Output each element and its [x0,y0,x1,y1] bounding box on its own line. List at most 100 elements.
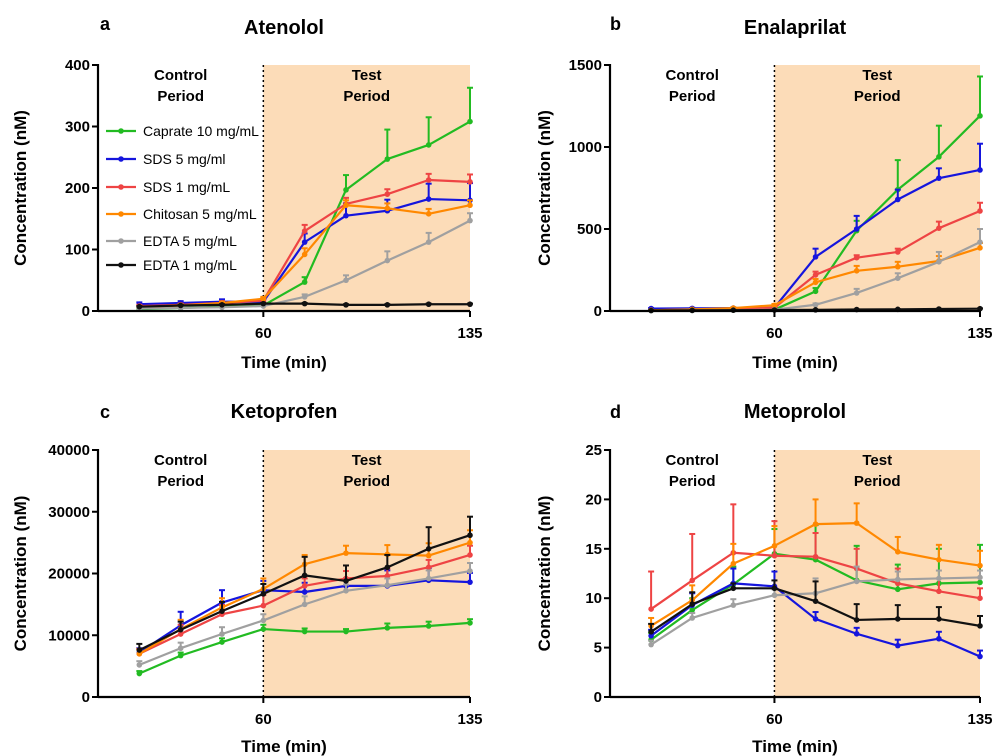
data-point [260,295,267,302]
y-tick-label: 5 [594,640,602,657]
data-point [177,626,184,633]
data-point [301,239,308,245]
legend-entry: SDS 1 mg/mL [143,179,230,195]
y-tick-label: 100 [65,242,90,259]
data-point [730,602,737,608]
legend-entry: Caprate 10 mg/mL [143,123,259,139]
data-point [977,562,983,569]
data-point [771,543,778,549]
data-point [812,272,819,278]
test-period-label: Period [854,473,901,490]
data-point [812,254,819,260]
data-point [894,616,901,622]
data-point [136,670,143,677]
y-axis-label: Concentration (nM) [11,496,30,652]
data-point [384,573,391,579]
data-point [894,275,901,282]
data-point [853,254,860,261]
control-period-label: Control [154,67,207,84]
y-tick-label: 10000 [48,627,90,644]
y-tick-label: 20 [585,491,602,508]
legend-swatch-marker [118,128,124,134]
data-point [301,601,308,608]
data-point [301,628,308,635]
data-point [467,301,473,308]
chart-title: Ketoprofen [231,401,338,423]
series-edta-1-mg-ml [136,515,473,653]
data-point [853,268,860,274]
data-point [343,578,349,584]
data-point [343,302,349,308]
y-tick-label: 0 [82,689,90,706]
data-point [936,588,942,595]
data-point [977,239,983,245]
data-point [177,631,184,637]
test-period-label: Period [343,473,390,490]
chart-title: Atenolol [244,17,324,39]
y-tick-label: 0 [82,303,90,320]
data-point [689,577,696,584]
data-point [853,630,860,637]
legend-entry: SDS 5 mg/ml [143,151,225,167]
x-tick-label: 60 [766,325,783,342]
data-point [467,118,473,125]
data-point [467,620,473,626]
data-point [301,279,308,285]
chart-panel-d: Control Period Test Period 0 5 10 15 20 25 60 135 Ti… [535,401,993,756]
data-point [425,177,432,183]
test-period-label: Period [854,88,901,105]
data-point [689,615,696,621]
y-axis-label: Concentration (nM) [11,110,30,266]
x-tick-label: 135 [457,711,482,728]
control-period-label: Period [157,473,204,490]
data-point [648,641,654,648]
data-point [977,245,983,251]
data-point [894,642,901,649]
data-point [425,239,432,245]
data-point [977,574,983,581]
control-period-label: Period [669,473,716,490]
data-point [648,632,654,639]
chart-title: Metoprolol [744,401,846,423]
x-axis-label: Time (min) [241,353,327,372]
data-point [343,212,349,219]
data-point [343,202,349,209]
data-point [384,205,391,212]
data-point [425,575,432,582]
control-period-label: Control [666,452,719,469]
data-point [136,303,143,310]
legend: Caprate 10 mg/mL SDS 5 mg/ml SDS 1 mg/mL Ch… [106,123,259,273]
control-period-label: Period [157,88,204,105]
legend-swatch-marker [118,262,124,268]
data-point [812,598,819,604]
data-point [853,520,860,526]
data-point [425,623,432,629]
data-point [219,631,225,637]
test-period-region [774,65,980,311]
data-point [260,626,267,632]
data-point [812,301,819,308]
data-point [936,175,942,181]
data-point [977,595,983,601]
data-point [771,592,778,599]
data-point [425,211,432,217]
data-point [730,585,737,592]
data-point [936,556,942,563]
data-point [689,607,696,613]
test-period-label: Test [862,452,892,469]
data-point [301,583,308,589]
data-point [219,639,225,645]
data-point [936,259,942,265]
x-tick-label: 60 [255,711,272,728]
data-point [977,113,983,119]
data-point [812,553,819,560]
data-point [343,587,349,594]
data-point [894,548,901,555]
panel-letter: d [610,402,621,422]
data-point [894,580,901,587]
chart-panel-a: Control Period Test Period 0 100 200 300 400 60 13… [11,14,483,372]
data-point [812,288,819,295]
y-tick-label: 10 [585,590,602,607]
series-sds-5-mg-ml [648,567,983,660]
control-period-label: Control [666,67,719,84]
